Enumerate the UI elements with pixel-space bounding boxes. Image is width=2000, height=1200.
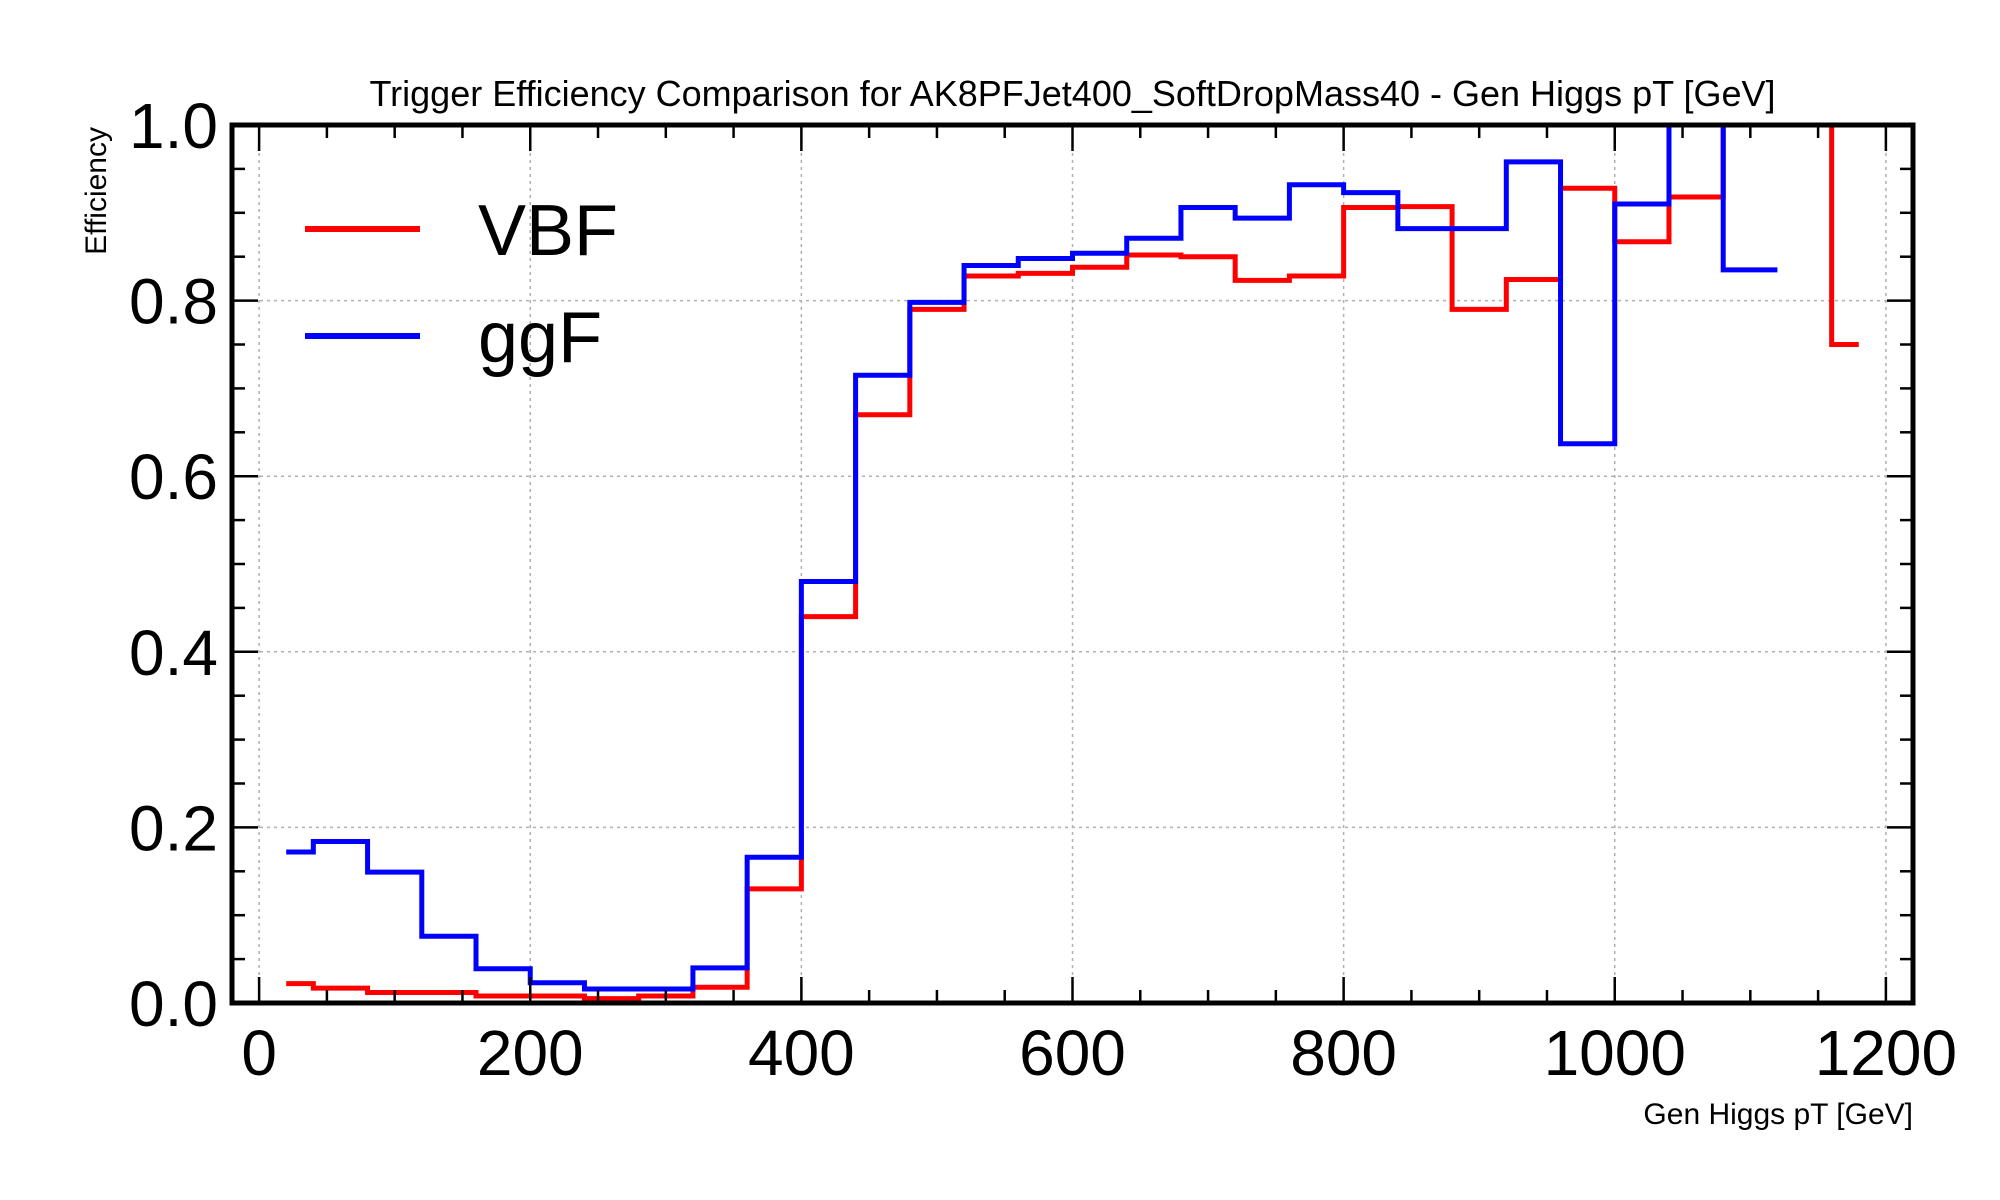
- y-tick-label: 0.2: [129, 792, 218, 864]
- x-tick-label: 400: [748, 1017, 855, 1089]
- grid-lines: [232, 125, 1913, 1003]
- series-layer: [286, 122, 1859, 1002]
- chart-title: Trigger Efficiency Comparison for AK8PFJ…: [370, 73, 1776, 114]
- series-ggf-line: [286, 122, 1778, 992]
- x-tick-label: 1000: [1544, 1017, 1686, 1089]
- x-tick-label: 800: [1290, 1017, 1397, 1089]
- x-tick-label: 200: [477, 1017, 584, 1089]
- legend: VBF ggF: [305, 191, 618, 378]
- x-axis-label: Gen Higgs pT [GeV]: [1643, 1098, 1913, 1131]
- legend-label-ggf: ggF: [478, 298, 602, 378]
- tick-labels: 0 200 400 600 800 1000 1200 0.0 0.2 0.4 0.6 0.8 1.0: [129, 90, 1957, 1089]
- series-vbf-line: [286, 122, 1859, 1002]
- y-tick-label: 0.6: [129, 441, 218, 513]
- y-axis-label: Efficiency: [80, 127, 113, 255]
- x-tick-label: 600: [1019, 1017, 1126, 1089]
- y-tick-label: 0.0: [129, 968, 218, 1040]
- legend-label-vbf: VBF: [478, 191, 618, 271]
- plot-frame: [229, 122, 1916, 1006]
- axis-ticks: [232, 123, 1913, 1005]
- y-tick-label: 0.8: [129, 266, 218, 338]
- x-tick-label: 1200: [1815, 1017, 1957, 1089]
- y-tick-label: 0.4: [129, 617, 218, 689]
- x-tick-label: 0: [241, 1017, 277, 1089]
- y-tick-label: 1.0: [129, 90, 218, 162]
